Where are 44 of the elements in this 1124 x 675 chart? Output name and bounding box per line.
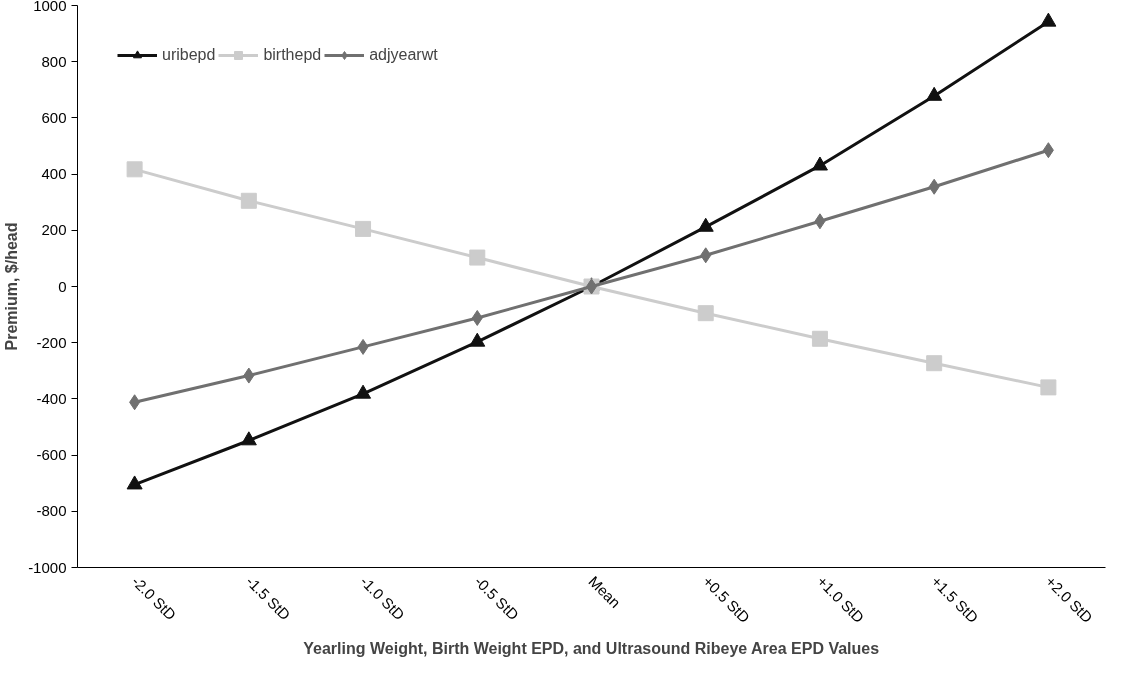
point — [700, 247, 712, 264]
point — [240, 192, 257, 209]
y-tick-label: -600 — [36, 446, 67, 464]
x-axis-title: Yearling Weight, Birth Weight EPD, and Ultrasound Ribeye Area EPD Values — [303, 640, 880, 658]
x-tick-label: +1.0 StD — [813, 572, 868, 627]
y-tick-label: 200 — [41, 221, 67, 239]
x-tick-label: -2.0 StD — [128, 572, 180, 624]
point — [243, 367, 255, 384]
point — [697, 305, 714, 322]
point — [926, 86, 943, 101]
point — [355, 220, 372, 237]
point — [1040, 12, 1057, 27]
y-tick-label: -400 — [36, 389, 67, 407]
point — [469, 249, 486, 266]
y-tick-label: 600 — [41, 108, 67, 126]
point — [471, 309, 483, 326]
point — [928, 178, 940, 195]
y-tick-label: 1000 — [33, 0, 67, 14]
point — [926, 355, 943, 372]
x-tick-label: +2.0 StD — [1042, 572, 1097, 627]
x-tick-label: -0.5 StD — [471, 572, 523, 624]
x-tick-label: +1.5 StD — [928, 572, 982, 627]
y-axis-title: Premium, $/head — [3, 222, 21, 351]
y-tick-label: -800 — [36, 502, 67, 520]
x-tick-label: -1.0 StD — [357, 572, 409, 624]
point — [811, 330, 828, 347]
y-tick-label: 0 — [58, 277, 67, 295]
x-tick-label: +0.5 StD — [699, 572, 754, 627]
y-tick-label: 400 — [41, 165, 67, 183]
y-tick-label: -200 — [36, 333, 67, 351]
point — [811, 156, 828, 171]
x-tick-label: -1.5 StD — [242, 572, 294, 624]
point — [129, 394, 141, 411]
y-tick-label: -1000 — [28, 558, 67, 576]
point — [357, 338, 369, 355]
legend-label: birthepd — [263, 46, 322, 64]
point — [697, 217, 714, 232]
point — [1040, 379, 1057, 396]
legend-label: adjyearwt — [369, 46, 438, 64]
point — [814, 213, 826, 230]
y-tick-label: 800 — [41, 52, 67, 70]
point — [1042, 142, 1054, 159]
legend-label: uribepd — [162, 46, 216, 64]
point — [126, 161, 143, 178]
